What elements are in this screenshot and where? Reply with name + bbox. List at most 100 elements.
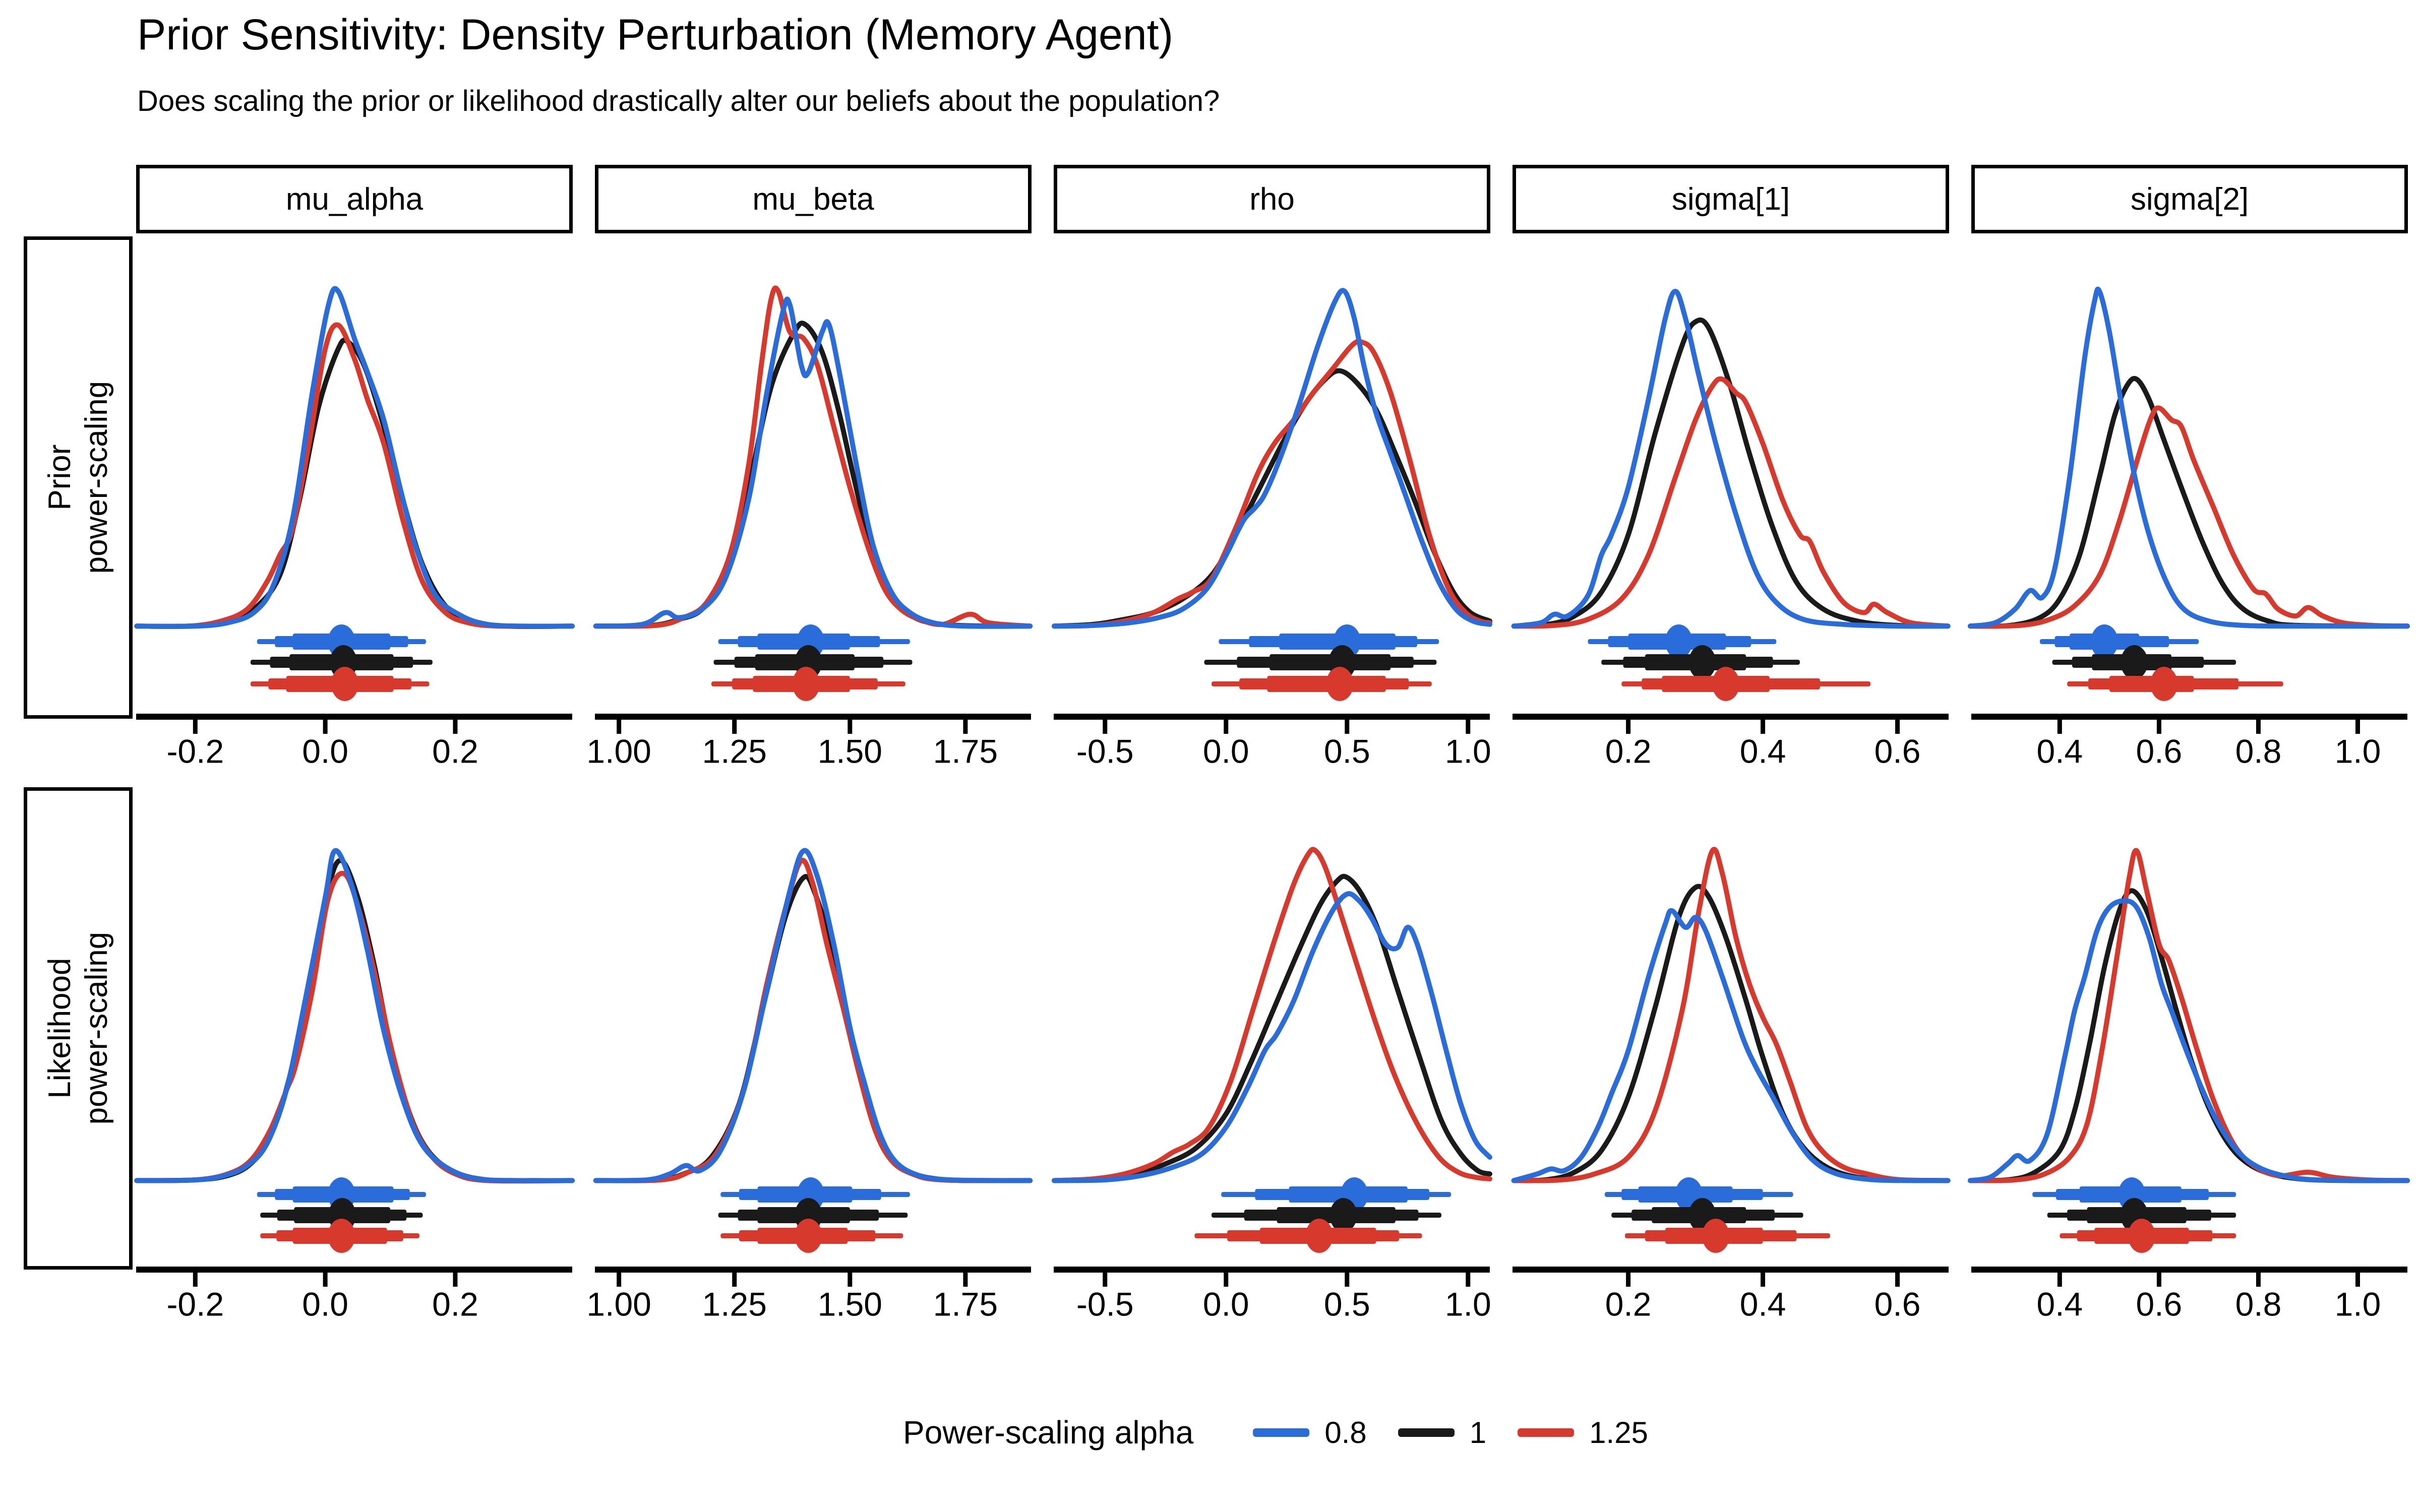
interval-alpha-1.25 [2067,667,2283,701]
interval-band [757,634,850,650]
density-curve-alpha-1.25 [1052,847,1492,1183]
interval-band [739,1230,876,1241]
interval-band [2092,654,2172,670]
interval-band [738,636,880,647]
density-curve-alpha-0.8 [593,296,1033,629]
interval-alpha-1 [2047,1198,2236,1232]
interval-band [2055,1189,2209,1200]
interval-alpha-0.8 [257,624,426,659]
interval-alpha-0.8 [1221,1177,1451,1212]
point-estimate [1328,645,1356,679]
point-estimate [1702,1219,1730,1253]
point-estimate [1675,1177,1703,1212]
x-tick-label: 1.0 [1445,1285,1491,1322]
density-curve-alpha-1.25 [1968,848,2410,1183]
interval-band [270,657,413,668]
x-tick-label: 1.50 [818,1285,882,1322]
x-tick-label: 1.75 [933,1285,998,1322]
interval-band [1621,681,1871,686]
density-curve-alpha-1.25 [134,870,575,1184]
interval-alpha-1 [718,1198,908,1232]
x-tick-label: 0.0 [302,1285,348,1322]
interval-band [2067,1210,2211,1221]
interval-band [1259,1228,1376,1244]
interval-band [257,1192,426,1197]
density-curve-alpha-1 [1968,888,2410,1183]
interval-band [276,1230,403,1241]
interval-alpha-1 [1611,1198,1803,1232]
point-estimate [2091,624,2119,659]
density-curve-alpha-1 [1052,873,1492,1183]
point-estimate [1688,645,1716,679]
interval-band [734,657,884,668]
interval-band [275,636,408,647]
point-estimate [328,1219,355,1253]
interval-band [1269,654,1391,670]
interval-band [1289,1186,1408,1203]
interval-band [1604,1192,1793,1197]
interval-band [2072,657,2204,668]
point-estimate [795,645,822,679]
interval-band [260,1213,423,1218]
interval-band [1219,639,1439,644]
interval-band [720,1192,910,1197]
plot-title: Prior Sensitivity: Density Perturbation … [137,11,1174,59]
x-tick-label: 0.6 [2136,732,2183,770]
interval-band [257,639,426,644]
density-curve-alpha-0.8 [1511,289,1951,629]
interval-band [2032,1192,2236,1197]
density-curve-alpha-1.25 [1052,339,1492,629]
interval-band [2109,676,2194,692]
point-estimate [1333,624,1361,659]
interval-band [1279,634,1396,650]
x-tick-label: 0.5 [1324,732,1370,770]
density-curve-alpha-1.25 [593,285,1033,629]
facet-strip-label: Likelihood power-scaling [41,932,115,1125]
interval-band [1621,1189,1763,1200]
facet-strip-sigma1: sigma[1] [1512,165,1949,233]
interval-band [718,1213,908,1218]
facet-strip-rho: rho [1054,165,1490,233]
x-tick-label: 0.2 [432,732,478,770]
interval-alpha-1.25 [250,667,430,701]
interval-band [757,1186,853,1203]
density-curve-alpha-1 [1511,884,1951,1183]
interval-band [268,678,411,689]
x-tick-label: 1.0 [2335,732,2381,770]
interval-band [711,681,905,686]
density-curve-alpha-1 [1052,368,1492,629]
interval-band [1665,1228,1763,1244]
legend-title: Power-scaling alpha [903,1414,1194,1451]
interval-alpha-0.8 [1219,624,1439,659]
point-estimate [1688,1198,1716,1232]
x-tick-label: 0.0 [1203,732,1249,770]
point-estimate [795,1198,822,1232]
facet-strip-label: rho [1249,181,1295,217]
point-estimate [1341,1177,1368,1212]
x-tick-label: -0.2 [166,1285,224,1322]
x-tick-label: 1.00 [586,732,651,770]
interval-band [2054,636,2169,647]
point-estimate [2118,1177,2146,1212]
density-curve-alpha-1.25 [134,322,575,629]
density-curve-alpha-1.25 [1511,376,1951,629]
interval-alpha-1.25 [1211,667,1432,701]
interval-band [2039,639,2199,644]
x-tick-label: 0.4 [2036,732,2083,770]
interval-band [757,1228,848,1244]
legend-key-line-black [1398,1428,1455,1437]
point-estimate [2150,667,2178,701]
interval-band [1608,636,1751,647]
interval-band [1204,660,1437,665]
interval-alpha-1 [250,645,433,679]
facet-strip-label: mu_beta [752,181,874,217]
x-tick-label: 1.25 [702,732,766,770]
point-estimate [328,1198,356,1232]
point-estimate [1665,624,1692,659]
x-tick-label: 0.6 [1874,1285,1921,1322]
interval-band [289,654,394,670]
point-estimate [330,645,357,679]
interval-alpha-0.8 [718,624,910,659]
interval-band [739,1189,881,1200]
interval-alpha-1 [1601,645,1800,679]
